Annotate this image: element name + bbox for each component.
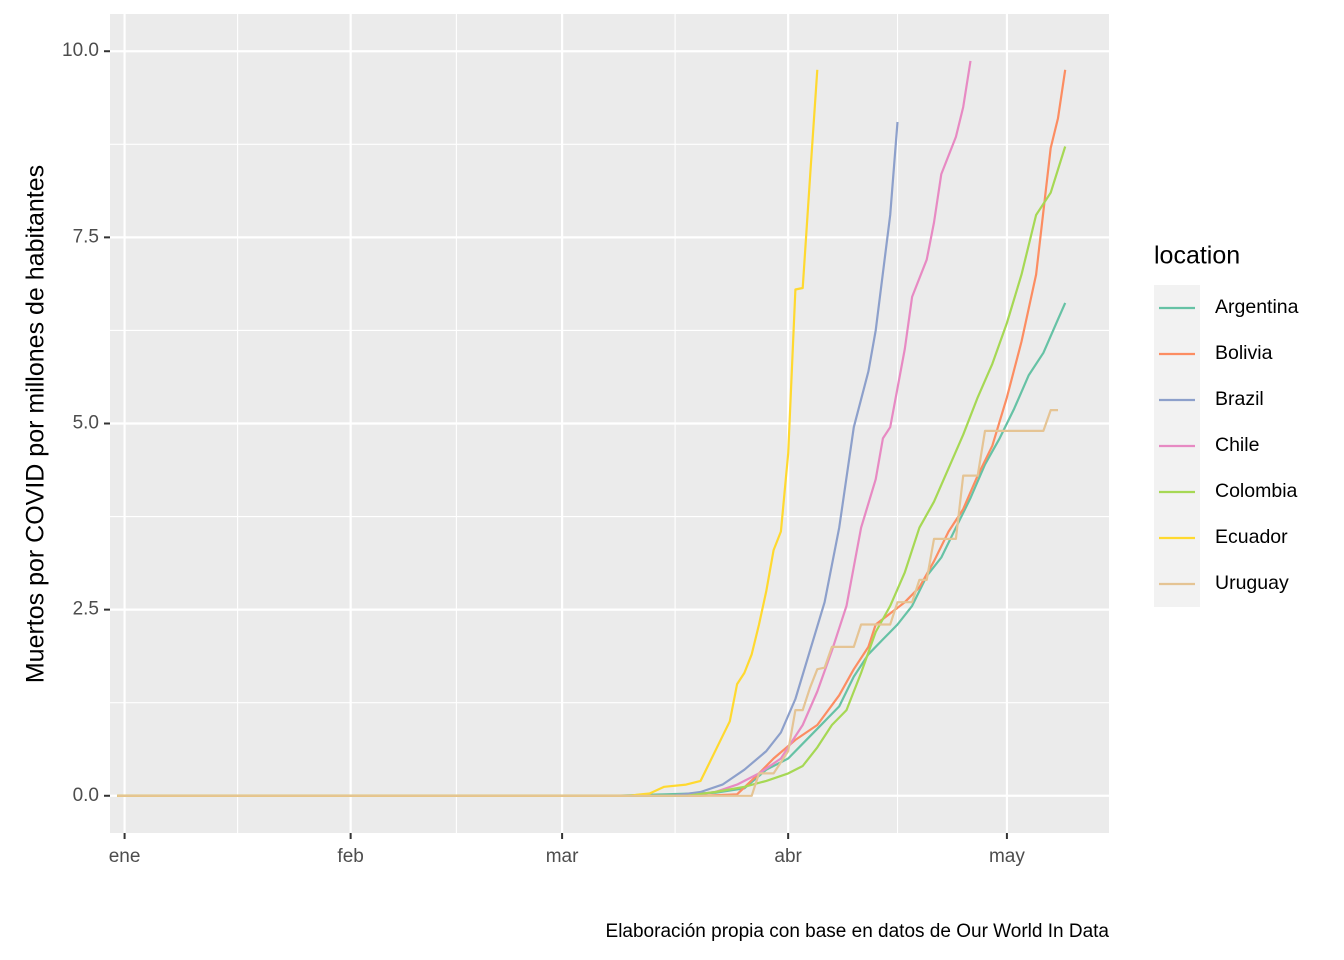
legend-label: Argentina — [1215, 296, 1299, 318]
y-tick-label: 0.0 — [73, 785, 99, 806]
series-line-brazil — [117, 121, 899, 797]
chart-caption: Elaboración propia con base en datos de … — [606, 921, 1110, 942]
x-tick-label: ene — [109, 846, 141, 867]
legend-title: location — [1154, 242, 1240, 270]
x-axis: ene feb mar abr may — [109, 833, 1025, 867]
x-tick-label: mar — [546, 846, 579, 867]
legend-label: Chile — [1215, 434, 1259, 456]
x-tick-label: abr — [774, 846, 802, 867]
y-tick-label: 5.0 — [73, 413, 99, 434]
series-line-uruguay — [117, 409, 1058, 797]
series-lines — [117, 60, 1067, 797]
legend-label: Bolivia — [1215, 342, 1273, 364]
series-line-colombia — [117, 146, 1067, 797]
series-line-chile — [117, 60, 972, 797]
y-tick-label: 2.5 — [73, 599, 99, 620]
legend-label: Brazil — [1215, 388, 1264, 410]
x-tick-label: feb — [337, 846, 363, 867]
legend-label: Colombia — [1215, 480, 1298, 502]
legend-items: Argentina Bolivia Brazil Chile Colombia Ecuad… — [1154, 285, 1299, 607]
y-tick-label: 7.5 — [73, 226, 99, 247]
series-line-ecuador — [117, 69, 819, 797]
y-axis-title: Muertos por COVID por millones de habita… — [22, 165, 50, 683]
x-tick-label: may — [989, 846, 1025, 867]
y-tick-label: 10.0 — [62, 40, 99, 61]
y-axis: 0.0 2.5 5.0 7.5 10.0 — [62, 40, 110, 806]
legend-label: Uruguay — [1215, 572, 1289, 594]
legend-label: Ecuador — [1215, 526, 1288, 548]
legend: location Argentina Bolivia Brazil Chile Colo… — [1154, 242, 1299, 607]
